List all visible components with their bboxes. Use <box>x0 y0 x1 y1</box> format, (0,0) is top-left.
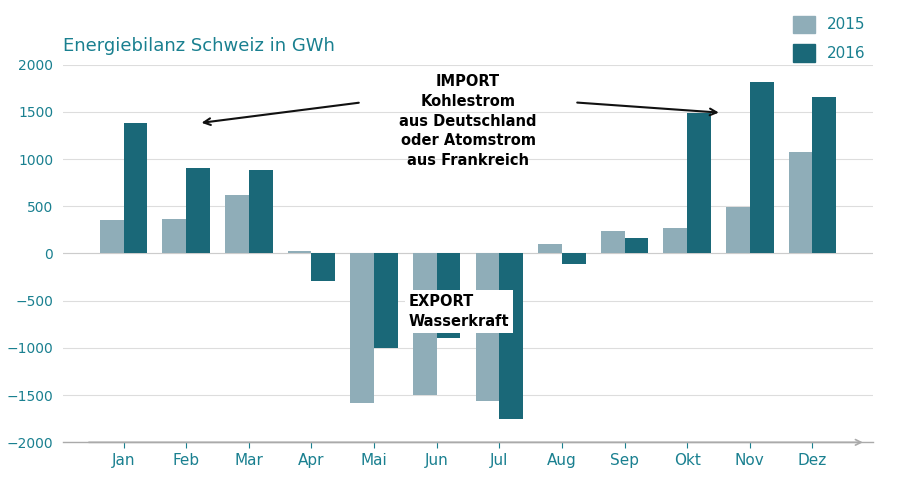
Bar <box>750 82 774 253</box>
Bar <box>726 207 750 253</box>
Bar <box>350 253 374 403</box>
Bar <box>374 253 398 348</box>
Bar <box>123 123 148 253</box>
Bar <box>436 253 461 338</box>
Bar <box>475 253 500 401</box>
Bar <box>625 239 648 253</box>
Bar <box>248 170 273 253</box>
Bar <box>288 250 311 253</box>
Bar <box>813 97 836 253</box>
Bar <box>788 153 813 253</box>
Text: EXPORT
Wasserkraft: EXPORT Wasserkraft <box>409 294 509 329</box>
Text: IMPORT
Kohlestrom
aus Deutschland
oder Atomstrom
aus Frankreich: IMPORT Kohlestrom aus Deutschland oder A… <box>400 74 536 168</box>
Bar <box>600 231 625 253</box>
Bar <box>186 168 210 253</box>
Bar <box>663 228 688 253</box>
Bar <box>100 221 123 253</box>
Bar <box>500 253 523 418</box>
Bar <box>688 113 711 253</box>
Bar <box>562 253 586 264</box>
Bar <box>413 253 436 395</box>
Bar <box>538 244 562 253</box>
Bar <box>162 219 186 253</box>
Legend: 2015, 2016: 2015, 2016 <box>793 15 866 62</box>
Bar <box>311 253 336 281</box>
Text: Energiebilanz Schweiz in GWh: Energiebilanz Schweiz in GWh <box>63 37 335 55</box>
Bar <box>225 195 248 253</box>
